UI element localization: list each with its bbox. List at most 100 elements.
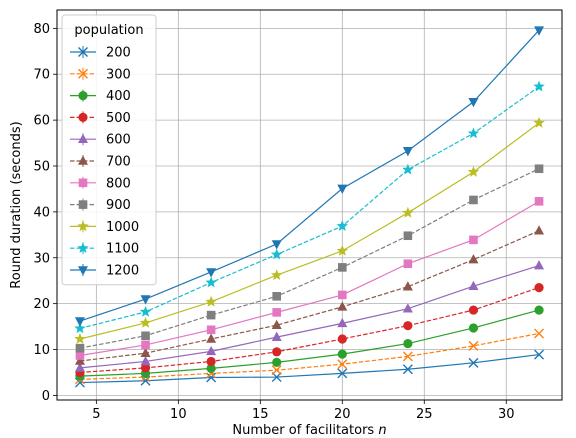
y-axis-label: Round duration (seconds) [9, 121, 24, 288]
legend-label: 400 [106, 89, 131, 104]
data-point [74, 355, 85, 365]
data-point [534, 260, 545, 270]
series-line [79, 332, 540, 380]
legend-marker [78, 47, 88, 57]
series-1000 [74, 116, 545, 344]
data-point [534, 197, 544, 206]
y-tick-label: 0 [42, 389, 50, 404]
data-point [403, 259, 413, 269]
legend-title: population [74, 23, 143, 38]
series-1100 [74, 80, 545, 334]
data-point [271, 240, 282, 250]
legend-label: 800 [106, 176, 131, 191]
series-700 [74, 225, 545, 365]
series-600 [74, 260, 545, 372]
legend-marker [78, 91, 88, 101]
data-point [402, 303, 413, 313]
series-line [79, 86, 540, 330]
legend-item-300: 300 [70, 67, 131, 82]
data-point [533, 80, 545, 92]
y-tick-label: 10 [33, 343, 50, 358]
data-point [337, 184, 348, 194]
data-point [468, 254, 479, 264]
series-line [79, 230, 540, 362]
data-point [206, 372, 217, 383]
data-point [337, 349, 347, 359]
data-point [534, 349, 545, 360]
legend-box [61, 14, 157, 286]
x-tick-label: 25 [416, 407, 433, 422]
legend-marker [78, 68, 88, 79]
data-point [337, 301, 348, 311]
data-point [337, 290, 347, 300]
data-point [468, 340, 479, 351]
data-point [272, 347, 282, 357]
y-tick-label: 70 [33, 68, 50, 83]
data-point [468, 280, 479, 291]
y-tick-label: 50 [33, 160, 50, 175]
data-point [206, 356, 216, 367]
series-line [79, 200, 540, 357]
legend-label: 700 [106, 155, 131, 170]
data-point [74, 317, 85, 327]
data-point [469, 235, 478, 245]
data-point [534, 225, 545, 235]
data-point [141, 331, 150, 341]
data-point [402, 351, 413, 362]
series-line [79, 353, 540, 384]
data-point [206, 363, 216, 373]
data-point [205, 295, 217, 307]
legend-label: 1000 [106, 220, 139, 235]
data-point [336, 220, 348, 231]
x-tick-label: 20 [334, 407, 351, 422]
data-point [534, 328, 545, 339]
data-point [272, 308, 282, 317]
legend-label: 1100 [106, 242, 139, 257]
series-line [79, 122, 540, 340]
data-point [139, 316, 152, 328]
legend-marker [77, 242, 89, 254]
x-tick-label: 15 [252, 407, 269, 422]
series-1200 [74, 26, 545, 327]
legend-item-1200: 1200 [70, 264, 139, 279]
y-tick-label: 20 [33, 297, 50, 312]
legend-marker [78, 155, 88, 165]
data-point [140, 363, 151, 373]
data-point [468, 97, 479, 108]
data-point [336, 244, 348, 256]
legend-item-600: 600 [70, 133, 131, 148]
data-point [139, 305, 152, 317]
legend-label: 900 [106, 198, 131, 213]
data-point [206, 268, 217, 278]
legend-item-1000: 1000 [70, 220, 139, 235]
legend-marker [77, 220, 89, 232]
data-point [271, 331, 282, 341]
data-point [402, 163, 414, 175]
legend-item-500: 500 [70, 111, 131, 126]
data-point [206, 333, 217, 343]
series-800 [75, 197, 544, 360]
legend-item-900: 900 [70, 198, 131, 213]
data-point [271, 319, 282, 330]
legend-item-200: 200 [70, 46, 131, 61]
data-point [337, 263, 347, 272]
y-tick-label: 30 [33, 251, 50, 266]
data-point [141, 340, 150, 350]
legend: population 200 300 400 500 600 700 800 900 1000 11… [61, 14, 157, 286]
y-tick-label: 40 [33, 205, 50, 220]
data-point [337, 334, 347, 344]
data-point [337, 317, 348, 328]
legend-label: 300 [106, 67, 131, 82]
y-tick-label: 60 [33, 114, 50, 129]
data-point [402, 206, 414, 218]
data-point [271, 269, 283, 281]
plot-frame [56, 9, 563, 401]
data-point [468, 323, 479, 333]
data-point [403, 231, 413, 241]
data-point [534, 164, 544, 174]
legend-label: 200 [106, 46, 131, 61]
data-point [468, 305, 479, 315]
data-point [75, 343, 85, 353]
